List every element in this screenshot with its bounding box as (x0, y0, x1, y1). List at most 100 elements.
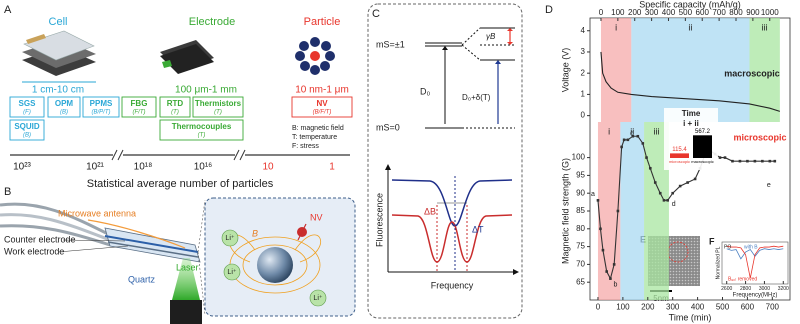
x-tick-label: 900 (746, 8, 760, 17)
ion-label: Li⁺ (225, 235, 234, 242)
y-axis-label: Magnetic field strength (G) (560, 158, 570, 264)
data-point (666, 199, 670, 202)
y-tick-label: 1 (581, 90, 586, 99)
legend-entry: B: magnetic field (292, 125, 344, 132)
point-label: a (591, 191, 595, 198)
x-tick-label: 2800 (740, 286, 751, 292)
instrument-box (9, 119, 45, 141)
axis-label: Statistical average number of particles (87, 178, 274, 190)
data-point (693, 177, 697, 181)
data-point (601, 248, 605, 252)
panel-label: A (4, 4, 12, 16)
instrument-name: PPMS (90, 99, 113, 108)
bar-value-label: 115.4 (672, 147, 687, 153)
data-point (641, 142, 645, 145)
panel-label: C (372, 8, 380, 20)
callout: Work electrode (4, 246, 64, 256)
x-tick-label: 100 (611, 8, 625, 17)
x-tick-label: 700 (712, 8, 726, 17)
instrument-name: NV (316, 99, 328, 108)
axis-tick-label: 10²³ (13, 162, 31, 173)
instrument-tag: (B/F/T) (313, 110, 332, 116)
group-title: Cell (49, 16, 68, 28)
bar-value-label: 567.2 (695, 129, 711, 135)
x-axis-label: Specific capacity (mAh/g) (639, 0, 741, 9)
callout: NV (310, 212, 323, 222)
panel-b-art (0, 197, 356, 324)
delta-label: ΔB (424, 206, 436, 216)
level-label: mS=0 (376, 122, 400, 132)
x-tick-label: 100 (616, 302, 630, 311)
instrument-name: Thermocouples (172, 122, 232, 131)
data-point (658, 191, 662, 195)
instrument-tag: (T) (171, 110, 179, 116)
annotation: microscopic (733, 132, 786, 142)
x-tick-label: 2600 (721, 286, 732, 292)
data-point (768, 159, 772, 163)
axis-tick-label: 1 (329, 162, 335, 173)
point-label: d (672, 201, 676, 208)
x-tick-label: 600 (696, 8, 710, 17)
ion-label: Li⁺ (313, 295, 322, 302)
data-point (636, 134, 640, 138)
data-point (671, 191, 674, 195)
data-point (599, 227, 602, 231)
instrument-tag: (F/T) (133, 110, 146, 116)
instrument-name: Thermistors (195, 99, 242, 108)
data-point (773, 159, 777, 163)
data-point (746, 159, 749, 163)
instrument-box (121, 96, 157, 118)
x-axis-label: Frequency(MHz) (733, 293, 778, 299)
panel-c-art (367, 3, 523, 319)
region-label: iii (762, 22, 768, 32)
instrument-box (192, 96, 244, 118)
panel-label: B (4, 186, 11, 198)
axis-label: Frequency (431, 280, 474, 290)
transition-label: D₀ (420, 86, 430, 96)
data-point (738, 159, 742, 163)
level-label: mS=±1 (376, 39, 405, 49)
panel-label: F (709, 236, 715, 246)
instrument-name: RTD (167, 99, 184, 108)
data-point (631, 134, 635, 138)
instrument-tag: (T) (214, 110, 222, 116)
y-tick-label: 2 (581, 68, 586, 77)
data-point (731, 159, 734, 163)
legend-entry: with B (744, 244, 758, 250)
instrument-box (82, 96, 120, 118)
instrument-name: SQUID (14, 122, 40, 131)
y-tick-label: 70 (576, 260, 585, 269)
group-title: Particle (304, 16, 341, 28)
region-label: iii (654, 126, 660, 136)
x-tick-label: 200 (628, 8, 642, 17)
instrument-name: OPM (55, 99, 74, 108)
y-tick-label: 90 (576, 188, 585, 197)
bar (693, 135, 712, 158)
region-label: ii (688, 22, 692, 32)
region-band (620, 122, 645, 300)
x-tick-label: 3000 (759, 286, 770, 292)
region-label: i (615, 22, 617, 32)
data-point (648, 166, 652, 170)
data-line (726, 245, 784, 279)
annotation: PO (724, 244, 731, 250)
group-title: Electrode (189, 16, 235, 28)
data-point (718, 156, 722, 159)
instrument-name: SGS (19, 99, 37, 108)
x-tick-label: 300 (645, 8, 659, 17)
data-point (616, 209, 620, 213)
delta-label: ΔT (472, 224, 484, 234)
bar (670, 153, 689, 158)
x-tick-label: 0 (599, 8, 604, 17)
data-point (626, 138, 630, 142)
region-band (600, 18, 632, 122)
callout: B (252, 228, 258, 238)
data-point (622, 138, 626, 142)
data-point (605, 270, 608, 273)
x-tick-label: 1000 (761, 8, 779, 17)
x-tick-label: 300 (666, 302, 680, 311)
scale-label: 10 nm-1 μm (295, 85, 349, 96)
instrument-tag: (B/P/T) (92, 110, 111, 116)
bar-category-label: macroscopic (691, 159, 713, 164)
callout: Laser (176, 262, 199, 272)
